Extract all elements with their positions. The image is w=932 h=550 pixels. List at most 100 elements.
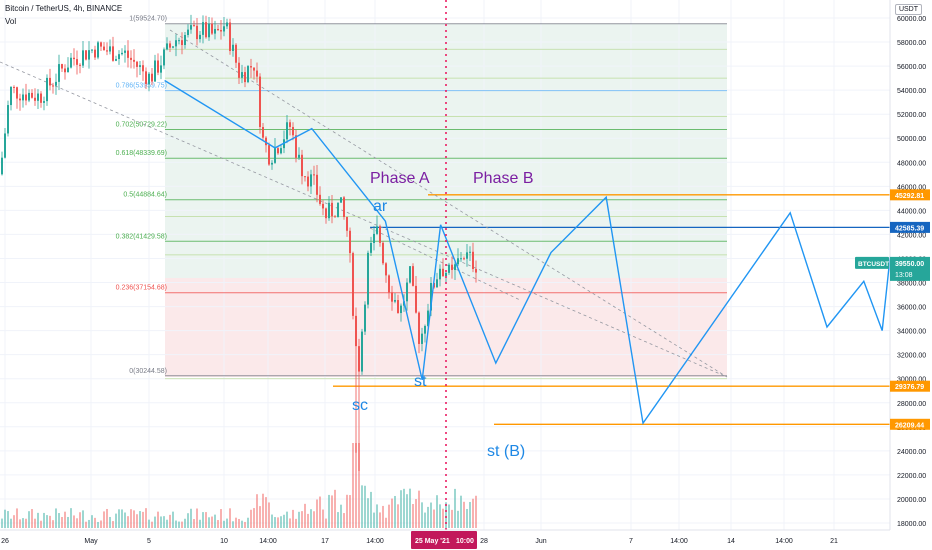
candle-body (190, 25, 192, 30)
last-price-badge[interactable] (890, 256, 930, 281)
trendline-dashed[interactable] (369, 227, 521, 301)
ticker-badge[interactable] (855, 256, 889, 269)
volume-bar (49, 515, 51, 528)
price-tick-label: 58000.00 (897, 40, 926, 47)
volume-bar (121, 509, 123, 528)
volume-bar (37, 512, 39, 528)
volume-bar (433, 509, 435, 528)
candle-body (85, 50, 87, 60)
candle-body (10, 86, 12, 106)
candle-body (391, 292, 393, 302)
candle-body (451, 264, 453, 270)
price-level-badge[interactable] (890, 189, 930, 201)
candle-body (415, 285, 417, 313)
volume-bar (463, 501, 465, 528)
candle-body (1, 157, 3, 175)
currency-badge[interactable]: USDT (894, 4, 922, 15)
candle-body (214, 28, 216, 34)
trendline-dashed[interactable] (0, 61, 728, 378)
volume-bar (166, 519, 168, 528)
volume-bar (397, 504, 399, 528)
volume-bar (109, 516, 111, 528)
volume-bar (361, 485, 363, 528)
volume-bar (100, 520, 102, 528)
time-tick-label: 21 (830, 538, 838, 545)
candle-body (466, 252, 468, 259)
candle-body (67, 67, 69, 73)
volume-indicator-label[interactable]: Vol (5, 17, 17, 26)
price-level-badge[interactable] (890, 380, 930, 392)
candle-body (220, 30, 222, 32)
volume-bar (400, 490, 402, 528)
volume-bar (85, 521, 87, 528)
volume-bar (469, 501, 471, 528)
volume-bar (133, 510, 135, 528)
volume-bar (436, 495, 438, 528)
volume-bar (208, 517, 210, 528)
volume-bar (25, 518, 27, 528)
crosshair-time-badge[interactable] (411, 531, 477, 549)
volume-bar (388, 504, 390, 528)
price-tick-label: 42000.00 (897, 232, 926, 239)
candle-body (241, 72, 243, 78)
candle-body (373, 233, 375, 244)
candle-body (346, 216, 348, 231)
volume-bar (385, 517, 387, 528)
candle-body (445, 272, 447, 277)
candle-body (145, 71, 147, 84)
candle-body (37, 93, 39, 101)
last-price-text: 39550.00 (895, 261, 924, 268)
volume-bar (346, 494, 348, 528)
volume-bar (43, 512, 45, 528)
candle-body (430, 282, 432, 311)
volume-bar (439, 504, 441, 528)
candle-body (127, 50, 129, 58)
volume-bar (58, 513, 60, 528)
volume-bar (106, 508, 108, 528)
volume-bar (250, 509, 252, 528)
price-tick-label: 24000.00 (897, 449, 926, 456)
candle-body (22, 94, 24, 101)
symbol-title[interactable]: Bitcoin / TetherUS, 4h, BINANCE (5, 4, 123, 13)
volume-bar (151, 521, 153, 528)
time-tick-label: May (84, 538, 98, 545)
price-tick-label: 32000.00 (897, 353, 926, 360)
volume-bar (163, 516, 165, 528)
time-axis[interactable]: 26 May 5 10 14:00 17 14:00 28 Jun 7 14:00 14 14:00 21… (0, 529, 932, 550)
volume-bar (274, 517, 276, 528)
fib-label: 0.786(53959.75) (116, 83, 167, 90)
candle-body (31, 92, 33, 98)
volume-bar (34, 518, 36, 528)
candle-body (163, 49, 165, 66)
candle-body (427, 310, 429, 326)
candle-body (268, 145, 270, 165)
volume-bar (154, 516, 156, 528)
price-level-badge[interactable] (890, 221, 930, 233)
candle-body (100, 42, 102, 47)
volume-bar (307, 513, 309, 528)
volume-bar (259, 506, 261, 528)
candle-body (154, 60, 156, 82)
candle-body (112, 46, 114, 61)
candle-body (304, 176, 306, 178)
volume-bar (430, 502, 432, 528)
candle-body (454, 264, 456, 270)
trendline-dashed[interactable] (169, 29, 728, 378)
candle-body (475, 268, 477, 273)
candle-body (46, 77, 48, 102)
candle-body (286, 122, 288, 140)
volume-bar (76, 518, 78, 528)
volume-bar (82, 510, 84, 528)
volume-bar (79, 512, 81, 528)
projection-wave-path[interactable] (164, 79, 932, 426)
volume-bar (67, 516, 69, 528)
price-level-badge[interactable] (890, 418, 930, 430)
candle-body (118, 54, 120, 60)
candle-body (331, 202, 333, 217)
volume-bar (4, 509, 6, 528)
price-axis[interactable]: 60000.00 58000.00 56000.00 54000.00 52000.00… (855, 0, 932, 550)
volume-bar (406, 494, 408, 528)
candle-body (382, 242, 384, 264)
candle-body (349, 230, 351, 254)
